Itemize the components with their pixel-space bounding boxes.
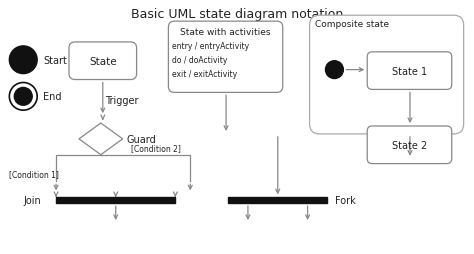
Text: Start: Start bbox=[43, 56, 67, 66]
Bar bbox=[56, 197, 175, 203]
Circle shape bbox=[9, 83, 37, 111]
Text: Composite state: Composite state bbox=[315, 20, 389, 29]
Text: Join: Join bbox=[23, 195, 41, 205]
Text: State 2: State 2 bbox=[392, 140, 427, 150]
Circle shape bbox=[14, 88, 32, 106]
Text: Guard: Guard bbox=[127, 134, 156, 144]
Text: Trigger: Trigger bbox=[105, 96, 138, 106]
FancyBboxPatch shape bbox=[310, 16, 464, 134]
Text: Basic UML state diagram notation: Basic UML state diagram notation bbox=[131, 8, 343, 21]
Text: State with activities: State with activities bbox=[180, 28, 271, 37]
Text: Fork: Fork bbox=[336, 195, 356, 205]
Text: [Condition 2]: [Condition 2] bbox=[131, 144, 181, 153]
FancyBboxPatch shape bbox=[367, 53, 452, 90]
Text: State 1: State 1 bbox=[392, 66, 427, 76]
Bar bbox=[228, 197, 328, 203]
Text: State: State bbox=[89, 56, 117, 67]
Circle shape bbox=[326, 61, 343, 79]
FancyBboxPatch shape bbox=[367, 126, 452, 164]
Polygon shape bbox=[79, 123, 123, 155]
Text: entry / entryActivity
do / doActivity
exit / exitActivity: entry / entryActivity do / doActivity ex… bbox=[173, 42, 249, 78]
Text: End: End bbox=[43, 92, 62, 102]
FancyBboxPatch shape bbox=[69, 43, 137, 80]
Circle shape bbox=[9, 47, 37, 74]
Text: [Condition 1]: [Condition 1] bbox=[9, 169, 59, 178]
FancyBboxPatch shape bbox=[168, 22, 283, 93]
